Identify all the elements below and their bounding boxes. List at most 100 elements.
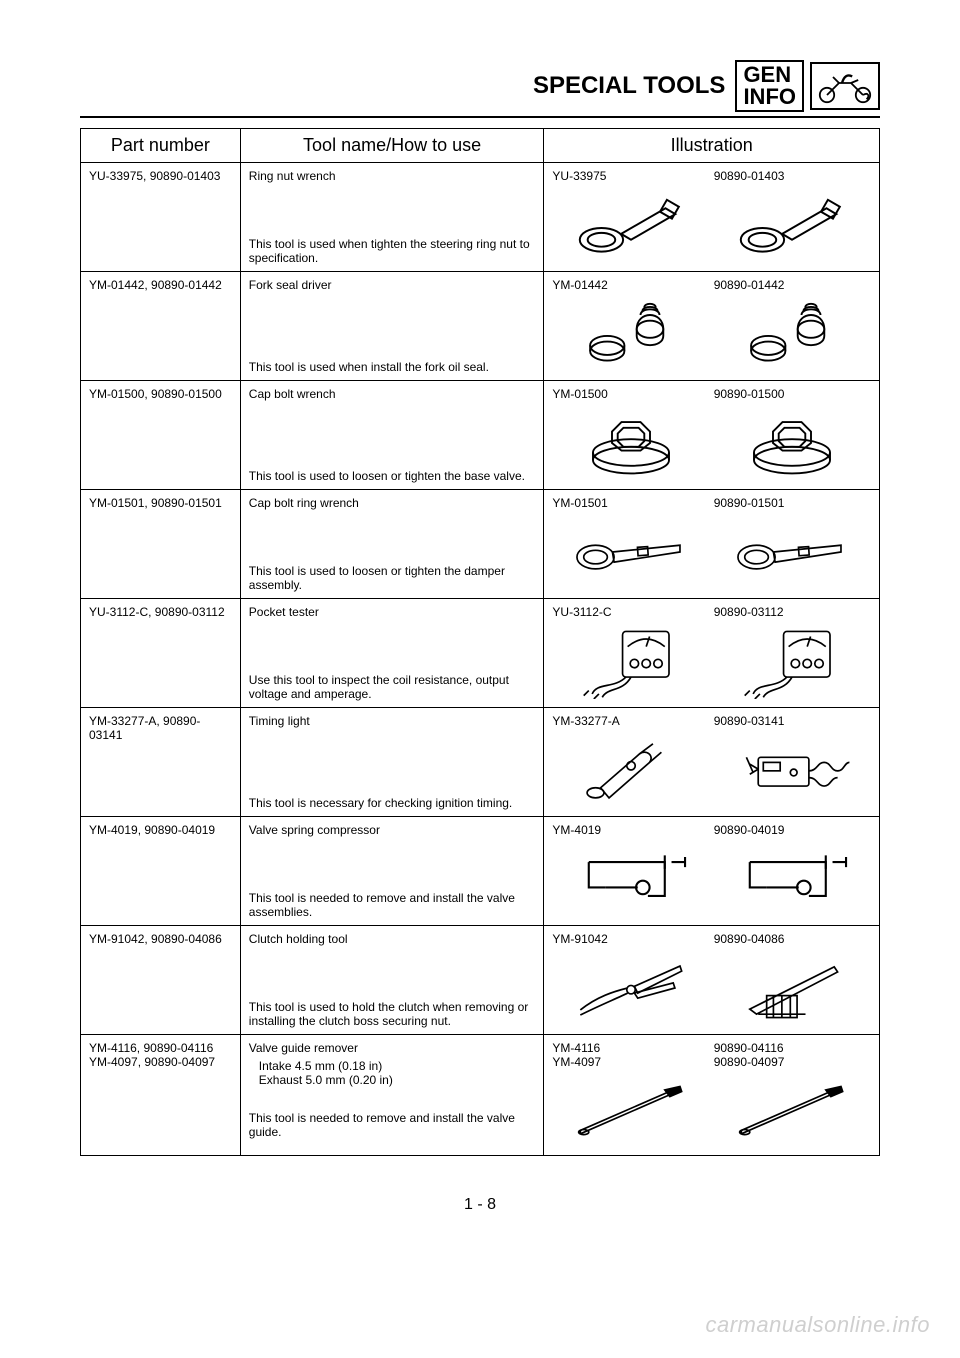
tool-cell: Fork seal driverThis tool is used when i… [240,272,544,381]
illustration-label: YM-01501 [552,496,709,510]
ring-nut-wrench-icon [714,187,871,263]
page-header: SPECIAL TOOLS GEN INFO [80,60,880,118]
valve-spring-compressor-icon [714,841,871,917]
part-number-cell: YU-3112-C, 90890-03112 [81,599,241,708]
part-number: YM-4116, 90890-04116 YM-4097, 90890-0409… [89,1041,215,1069]
motorcycle-icon [815,68,875,104]
section-code-line2: INFO [743,86,796,108]
illustration-cell: YU-3112-C 90890-03112 [544,599,880,708]
tool-name: Cap bolt wrench [249,387,536,401]
col-header-part: Part number [81,129,241,163]
tool-cell: Valve guide remover Intake 4.5 mm (0.18 i… [240,1035,544,1156]
part-number: YM-4019, 90890-04019 [89,823,215,837]
illustration-label: 90890-01403 [714,169,871,183]
ring-nut-wrench-icon [552,187,709,263]
illustration-label: 90890-04116 90890-04097 [714,1041,871,1069]
illustration-label: 90890-04019 [714,823,871,837]
illustration-label: YU-3112-C [552,605,709,619]
illustration-cell: YM-33277-A 90890-03141 [544,708,880,817]
illustration-label: YM-4019 [552,823,709,837]
illustration-cell: YM-91042 90890-04086 [544,926,880,1035]
tool-name: Valve spring compressor [249,823,536,837]
table-row: YU-33975, 90890-01403Ring nut wrenchThis… [81,163,880,272]
illustration-label: 90890-01500 [714,387,871,401]
col-header-tool: Tool name/How to use [240,129,544,163]
valve-guide-remover-icon [552,1073,709,1149]
watermark: carmanualsonline.info [705,1312,930,1338]
illustration-label: YU-33975 [552,169,709,183]
tool-cell: Valve spring compressorThis tool is need… [240,817,544,926]
col-header-illustration: Illustration [544,129,880,163]
tool-subspec: Exhaust 5.0 mm (0.20 in) [259,1073,536,1087]
illustration-label: 90890-04086 [714,932,871,946]
tool-cell: Timing light This tool is necessary for c… [240,708,544,817]
part-number-cell: YM-4116, 90890-04116 YM-4097, 90890-0409… [81,1035,241,1156]
part-number: YM-01500, 90890-01500 [89,387,222,401]
tool-name: Clutch holding tool [249,932,536,946]
illustration-cell: YU-33975 90890-01403 [544,163,880,272]
tool-subspec: Intake 4.5 mm (0.18 in) [259,1059,536,1073]
table-row: YM-01501, 90890-01501 Cap bolt ring wrenc… [81,490,880,599]
illustration-cell: YM-01501 90890-01501 [544,490,880,599]
cap-bolt-ring-wrench-icon [714,514,871,590]
part-number-cell: YM-33277-A, 90890-03141 [81,708,241,817]
illustration-label: 90890-03112 [714,605,871,619]
tool-cell: Pocket tester Use this tool to inspect th… [240,599,544,708]
part-number-cell: YU-33975, 90890-01403 [81,163,241,272]
tool-cell: Cap bolt wrench This tool is used to loos… [240,381,544,490]
section-code-line1: GEN [743,64,796,86]
part-number: YM-01442, 90890-01442 [89,278,222,292]
cap-bolt-wrench-icon [714,405,871,481]
part-number-cell: YM-01500, 90890-01500 [81,381,241,490]
illustration-label: YM-4116 YM-4097 [552,1041,709,1069]
tool-description: This tool is used to loosen or tighten t… [249,564,536,592]
tool-description: This tool is necessary for checking igni… [249,796,536,810]
tool-name: Valve guide remover [249,1041,536,1055]
motorcycle-icon-box [810,62,880,110]
illustration-label: 90890-01501 [714,496,871,510]
part-number: YU-33975, 90890-01403 [89,169,220,183]
table-row: YM-4019, 90890-04019 Valve spring compres… [81,817,880,926]
tool-cell: Cap bolt ring wrench This tool is used to… [240,490,544,599]
table-row: YM-01500, 90890-01500 Cap bolt wrench This… [81,381,880,490]
illustration-cell: YM-4019 90890-04019 [544,817,880,926]
timing-light-icon [552,732,709,808]
tool-name: Pocket tester [249,605,536,619]
fork-seal-driver-icon [552,296,709,372]
table-row: YM-33277-A, 90890-03141 Timing light This … [81,708,880,817]
tool-description: This tool is used when install the fork … [249,360,536,374]
tool-cell: Clutch holding tool This tool is used to … [240,926,544,1035]
fork-seal-driver-icon [714,296,871,372]
illustration-label: YM-01500 [552,387,709,401]
part-number-cell: YM-4019, 90890-04019 [81,817,241,926]
pocket-tester-icon [714,623,871,699]
valve-spring-compressor-icon [552,841,709,917]
tool-description: Use this tool to inspect the coil resist… [249,673,536,701]
illustration-cell: YM-4116 YM-409790890-04116 90890-04097 [544,1035,880,1156]
section-code-box: GEN INFO [735,60,804,112]
cap-bolt-ring-wrench-icon [552,514,709,590]
tool-description: This tool is needed to remove and instal… [249,1111,536,1139]
tool-name: Cap bolt ring wrench [249,496,536,510]
illustration-label: 90890-03141 [714,714,871,728]
illustration-label: YM-33277-A [552,714,709,728]
part-number: YM-91042, 90890-04086 [89,932,222,946]
part-number: YM-01501, 90890-01501 [89,496,222,510]
clutch-holding-tool-alt-icon [714,950,871,1026]
valve-guide-remover-icon [714,1073,871,1149]
illustration-label: YM-91042 [552,932,709,946]
clutch-holding-tool-icon [552,950,709,1026]
part-number-cell: YM-01442, 90890-01442 [81,272,241,381]
page-number: 1 - 8 [80,1196,880,1214]
special-tools-table: Part number Tool name/How to use Illustr… [80,128,880,1156]
tool-description: This tool is used to hold the clutch whe… [249,1000,536,1028]
table-row: YM-01442, 90890-01442 Fork seal driverThi… [81,272,880,381]
part-number: YM-33277-A, 90890-03141 [89,714,200,742]
table-row: YM-4116, 90890-04116 YM-4097, 90890-0409… [81,1035,880,1156]
tool-name: Timing light [249,714,536,728]
tool-description: This tool is used to loosen or tighten t… [249,469,536,483]
illustration-cell: YM-01500 90890-01500 [544,381,880,490]
part-number-cell: YM-01501, 90890-01501 [81,490,241,599]
page-title: SPECIAL TOOLS [533,72,725,100]
tool-description: This tool is used when tighten the steer… [249,237,536,265]
